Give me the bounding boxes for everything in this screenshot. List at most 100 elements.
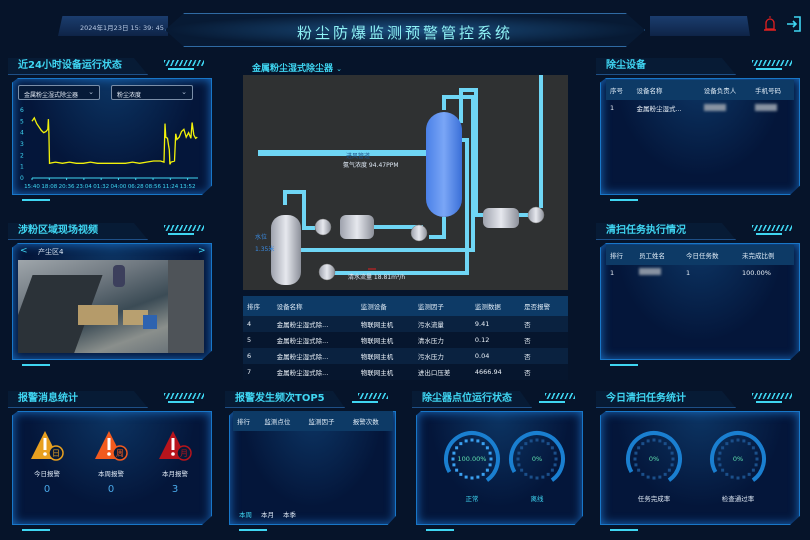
warning-icon: 月: [159, 431, 192, 461]
separator-vessel: [483, 208, 519, 228]
gauge-label: 检查通过率: [721, 495, 755, 503]
table-row[interactable]: 6 金属粉尘湿式除... 物联网主机 污水压力 0.04 否: [243, 348, 568, 364]
header-decoration: [650, 16, 750, 36]
logout-icon[interactable]: [786, 16, 802, 32]
chevron-left-icon[interactable]: <: [20, 246, 28, 256]
device-select[interactable]: 金属粉尘湿式除尘器 ⌄: [18, 85, 100, 100]
alarm-label: 本月报警: [162, 470, 188, 478]
table-cell: 金属粉尘湿式...: [636, 105, 682, 113]
run-status-panel: 近24小时设备运行状态 金属粉尘湿式除尘器 ⌄ 粉尘浓度 ⌄ 0 1 2 3 4 5 6 15:4…: [8, 58, 216, 203]
tab-1[interactable]: 本月: [261, 511, 274, 519]
clean-stats-panel: 今日清扫任务统计 0% 任务完成率 0% 检查通过率: [596, 391, 804, 533]
x-tick-label: 15:40: [24, 184, 40, 190]
page-title: 粉尘防爆监测预警管控系统: [165, 13, 645, 47]
table-cell: 物联网主机: [360, 337, 394, 345]
table-cell: 金属粉尘湿式除...: [276, 369, 329, 377]
chevron-down-icon: ⌄: [88, 88, 94, 96]
device-title-dropdown[interactable]: 金属粉尘湿式除尘器 ⌄: [252, 61, 342, 74]
y-tick-label: 0: [20, 175, 24, 182]
column-header[interactable]: 序号: [606, 80, 633, 100]
column-header[interactable]: 排序: [243, 296, 273, 316]
x-tick-label: 11:24: [162, 184, 178, 190]
column-header[interactable]: 监测因子: [304, 411, 349, 431]
video-area-name: 产尘区4: [38, 248, 64, 256]
siren-icon[interactable]: [763, 16, 777, 32]
table-cell: 进出口压差: [417, 369, 451, 377]
alarm-stat-1: 周 本周报警 0: [76, 429, 146, 495]
alarm-count: 0: [43, 484, 51, 495]
gauge-value: 100.00%: [458, 455, 487, 463]
column-header[interactable]: 排行: [606, 245, 636, 265]
column-header[interactable]: 报警次数: [348, 411, 393, 431]
diagram-svg: [258, 75, 545, 285]
alarm-stat-2: 月 本月报警 3: [140, 429, 210, 495]
y-tick-label: 4: [20, 130, 24, 137]
column-header[interactable]: 是否报警: [520, 296, 568, 316]
y-tick-label: 5: [20, 118, 24, 125]
column-header[interactable]: 监测数据: [470, 296, 521, 316]
column-header[interactable]: 设备名称: [272, 296, 357, 316]
factor-select[interactable]: 粉尘浓度 ⌄: [111, 85, 193, 100]
y-tick-label: 6: [20, 107, 24, 114]
table-row[interactable]: 7 金属粉尘湿式除... 物联网主机 进出口压差 4666.94 否: [243, 364, 568, 380]
table-cell: 5: [247, 336, 252, 344]
column-header[interactable]: 手机号码: [750, 80, 794, 100]
chevron-right-icon[interactable]: >: [198, 246, 206, 256]
flow-reading: 清水流量 18.81m³/h: [348, 274, 406, 281]
filter-vessel: [340, 215, 374, 239]
y-tick-label: 1: [20, 164, 24, 171]
panel-title: 近24小时设备运行状态: [18, 60, 122, 71]
table-cell: 6: [247, 352, 252, 360]
table-cell: 污水压力: [417, 353, 444, 361]
factor-select-value: 粉尘浓度: [117, 92, 142, 99]
table-cell: 金属粉尘湿式除...: [276, 321, 329, 329]
y-tick-label: 2: [20, 152, 24, 159]
column-header[interactable]: 设备负责人: [699, 80, 751, 100]
device-title: 金属粉尘湿式除尘器: [252, 64, 334, 74]
process-diagram: 进风管道 氨气浓度 94.47PPM 水位 1.35米 清水流量 18.81m³…: [243, 75, 568, 290]
column-header[interactable]: 设备名称: [632, 80, 700, 100]
column-header[interactable]: 未完成比例: [738, 245, 794, 265]
gauge: 100.00%: [442, 429, 502, 489]
tab-2[interactable]: 本季: [283, 511, 296, 519]
table-row[interactable]: 1 1 100.00%: [606, 265, 794, 280]
column-header[interactable]: 员工姓名: [635, 245, 683, 265]
scrubber-tower: [426, 112, 462, 217]
badge-text: 周: [116, 449, 124, 458]
table-cell: 4: [247, 320, 252, 328]
gas-reading: 氨气浓度 94.47PPM: [343, 162, 399, 169]
table-cell: 4666.94: [474, 368, 502, 376]
table-cell: [751, 100, 794, 116]
table-cell: 金属粉尘湿式除...: [276, 353, 329, 361]
gauge-label: 离线: [530, 495, 544, 503]
column-header[interactable]: 排行: [233, 411, 261, 431]
table-cell: 否: [524, 353, 531, 361]
table-cell: 1: [610, 104, 615, 112]
point-status-panel: 除尘器点位运行状态 100.00% 正常 0% 离线: [412, 391, 587, 533]
device-select-value: 金属粉尘湿式除尘器: [24, 92, 79, 99]
table-cell: 9.41: [474, 320, 490, 328]
tab-0[interactable]: 本周: [239, 511, 252, 519]
table-cell: 金属粉尘湿式除...: [276, 337, 329, 345]
table-row[interactable]: 5 金属粉尘湿式除... 物联网主机 清水压力 0.12 否: [243, 332, 568, 348]
gauge: 0%: [624, 429, 684, 489]
table-cell: 否: [524, 321, 531, 329]
alarm-count: 0: [107, 484, 115, 495]
column-header[interactable]: 监测点位: [260, 411, 305, 431]
x-tick-label: 20:36: [59, 184, 75, 190]
table-row[interactable]: 4 金属粉尘湿式除... 物联网主机 污水流量 9.41 否: [243, 316, 568, 332]
video-panel: 涉粉区域现场视频 < 产尘区4 >: [8, 223, 216, 368]
column-header[interactable]: 监测设备: [356, 296, 414, 316]
camera-video[interactable]: [18, 260, 204, 353]
table-cell: 清水压力: [417, 337, 444, 345]
chevron-down-icon: ⌄: [181, 88, 187, 96]
alarm-count: 3: [171, 484, 179, 495]
column-header[interactable]: 今日任务数: [682, 245, 738, 265]
column-header[interactable]: 监测因子: [413, 296, 471, 316]
panel-title: 除尘器点位运行状态: [422, 393, 512, 404]
top5-panel: 报警发生频次TOP5 排行 监测点位 监测因子 报警次数 本周 本月 本季: [225, 391, 400, 533]
table-row[interactable]: 1 金属粉尘湿式...: [606, 100, 794, 116]
table-cell: 物联网主机: [360, 369, 394, 377]
water-level-value: 1.35米: [255, 246, 275, 253]
